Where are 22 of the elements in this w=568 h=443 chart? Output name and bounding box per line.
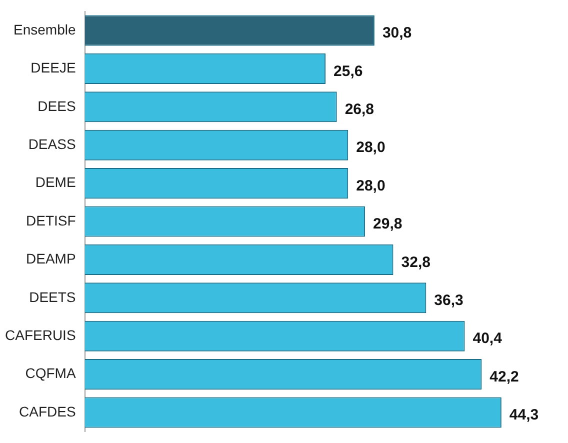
y-tick-label: DEAMP — [26, 250, 76, 267]
data-label: 28,0 — [356, 177, 386, 194]
y-tick-label: DEME — [35, 174, 76, 190]
y-tick-label: CQFMA — [25, 365, 76, 382]
data-label: 29,8 — [373, 216, 402, 233]
y-tick-label: DEES — [38, 98, 76, 114]
data-label: 44,3 — [509, 406, 539, 424]
y-tick-label: Ensemble — [14, 21, 76, 38]
data-label: 40,4 — [472, 330, 503, 348]
y-tick-label: CAFERUIS — [4, 326, 76, 343]
y-tick-label: DEEJE — [30, 60, 76, 76]
data-label: 36,3 — [434, 292, 464, 310]
data-label: 42,2 — [490, 368, 519, 386]
data-label: 32,8 — [401, 254, 430, 271]
y-tick-label: DEASS — [28, 136, 76, 152]
y-tick-label: DEETS — [29, 288, 76, 305]
data-label: 26,8 — [344, 101, 374, 118]
data-label: 28,0 — [356, 139, 386, 156]
y-tick-label: DETISF — [26, 212, 76, 228]
y-tick-label: CAFDES — [18, 403, 76, 420]
data-label: 25,6 — [334, 62, 363, 80]
data-label: 30,8 — [382, 24, 412, 42]
